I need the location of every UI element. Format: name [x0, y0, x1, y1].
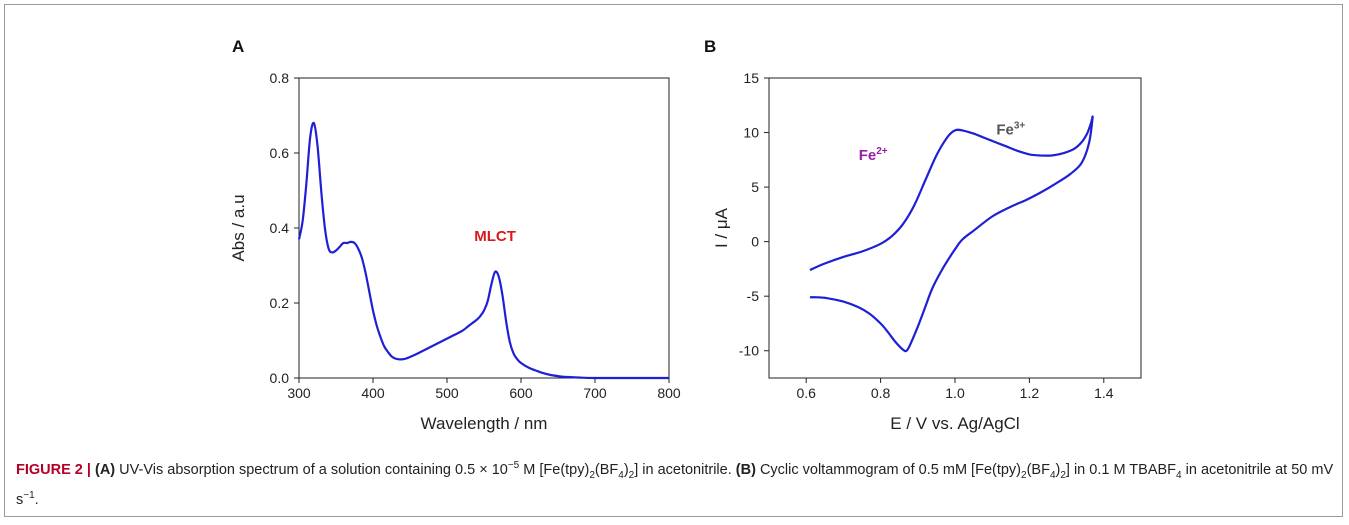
- annotation-label: Fe3+: [996, 121, 1025, 139]
- x-tick-label: 0.6: [796, 385, 816, 401]
- x-tick-label: 400: [361, 385, 385, 401]
- x-tick-label: 600: [509, 385, 533, 401]
- y-tick-label: 0.0: [270, 370, 290, 386]
- y-axis-label: I / μA: [712, 207, 731, 248]
- y-tick-label: 10: [743, 125, 759, 141]
- series-line: [297, 121, 669, 380]
- caption-b-text: Cyclic voltammogram of 0.5 mM [Fe(tpy)2(…: [16, 461, 1334, 508]
- x-tick-label: 300: [287, 385, 311, 401]
- y-tick-label: -10: [739, 343, 759, 359]
- y-tick-label: 0.4: [270, 220, 290, 236]
- x-tick-label: 800: [657, 385, 681, 401]
- figure-frame: [4, 4, 1343, 517]
- y-tick-label: 0.6: [270, 145, 290, 161]
- annotation-label: MLCT: [474, 228, 516, 245]
- panel-label: A: [232, 37, 244, 56]
- figure-charts: A 300 400 500 600 700 800 0.0 0.2 0.4 0.6 0.8 Wavele…: [229, 37, 1142, 433]
- x-tick-label: 1.2: [1020, 385, 1040, 401]
- x-tick-label: 0.8: [871, 385, 891, 401]
- y-tick-label: -5: [747, 288, 760, 304]
- caption-b-label: (B): [735, 461, 756, 478]
- x-tick-label: 1.0: [945, 385, 965, 401]
- x-tick-label: 1.4: [1094, 385, 1114, 401]
- caption-a-label: (A): [95, 461, 116, 478]
- y-tick-label: 0.2: [270, 295, 290, 311]
- panel-a: A 300 400 500 600 700 800 0.0 0.2 0.4 0.6 0.8 Wavele…: [229, 37, 681, 433]
- caption-a-text: UV-Vis absorption spectrum of a solution…: [119, 460, 732, 481]
- x-axis-label: E / V vs. Ag/AgCl: [890, 414, 1019, 433]
- figure-caption: FIGURE 2 | (A) UV-Vis absorption spectru…: [16, 456, 1334, 510]
- x-tick-label: 700: [583, 385, 607, 401]
- y-tick-label: 0.8: [270, 70, 290, 86]
- y-tick-label: 5: [751, 179, 759, 195]
- panel-label: B: [704, 37, 716, 56]
- x-tick-label: 500: [435, 385, 459, 401]
- caption-figure-label: FIGURE 2 |: [16, 461, 91, 478]
- y-tick-label: 0: [751, 234, 759, 250]
- series-line: [809, 115, 1094, 353]
- plot-frame: [768, 77, 1142, 379]
- panel-b: B 0.6 0.8 1.0 1.2 1.4 -10 -5 0 5 10 15 E / V vs. Ag/…: [704, 37, 1142, 433]
- y-axis-label: Abs / a.u: [229, 194, 248, 261]
- annotation-label: Fe2+: [859, 146, 888, 164]
- y-tick-label: 15: [743, 70, 759, 86]
- x-axis-label: Wavelength / nm: [421, 414, 548, 433]
